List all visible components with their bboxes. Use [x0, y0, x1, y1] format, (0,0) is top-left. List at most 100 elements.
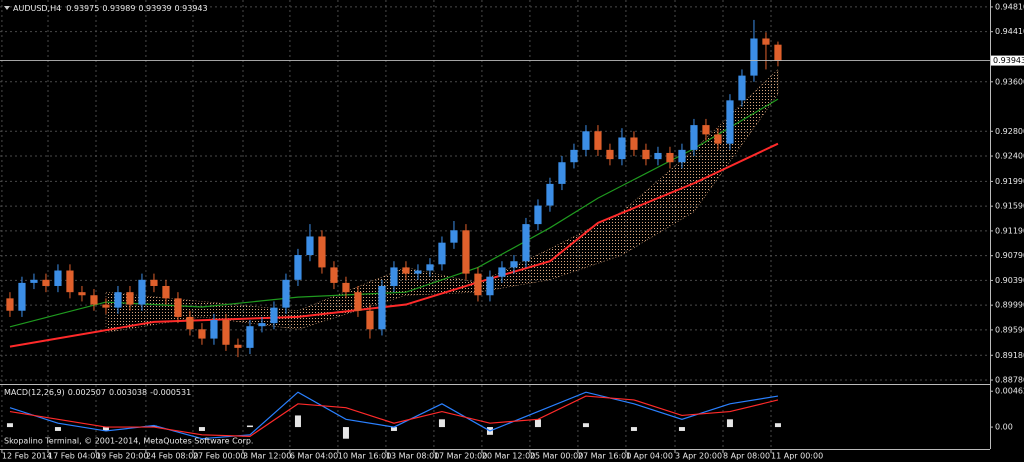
macd-histogram-bar	[678, 427, 685, 431]
candle-body	[246, 326, 254, 348]
macd-histogram-bar	[150, 425, 157, 428]
macd-histogram-bar	[774, 423, 781, 428]
candle-body	[30, 279, 38, 283]
macd-header: MACD(12,26,9) 0.002507 0.003038 -0.000531	[4, 388, 191, 397]
candle-body	[174, 298, 182, 317]
candle-body	[330, 267, 338, 283]
x-tick-label: 19 Feb 20:00	[96, 452, 148, 461]
candle-body	[630, 137, 638, 150]
candle-body	[714, 134, 722, 144]
macd-histogram-bar	[390, 427, 397, 431]
candle-body	[546, 183, 554, 206]
candle-body	[702, 125, 710, 135]
copyright: Skopalino Terminal, © 2001-2014, MetaQuo…	[4, 437, 253, 446]
x-tick-label: 6 Mar 04:00	[290, 452, 338, 461]
macd-histogram-bar	[6, 423, 13, 428]
plot	[0, 19, 990, 440]
candle-body	[258, 323, 266, 327]
candle-body	[78, 292, 86, 296]
candle-body	[42, 279, 50, 286]
candle-body	[126, 292, 134, 305]
x-tick-label: 3 Apr 20:00	[675, 452, 722, 461]
candle-body	[342, 282, 350, 293]
macd-histogram-bar	[294, 415, 301, 428]
macd-signal-line	[9, 395, 779, 437]
candle-body	[402, 267, 410, 274]
x-tick-label: 24 Feb 08:00	[146, 452, 198, 461]
candle-body	[390, 267, 398, 286]
candle-body	[486, 276, 494, 296]
macd-histogram-bar	[630, 427, 637, 431]
x-tick-label: 1 Apr 04:00	[626, 452, 673, 461]
candle-body	[354, 292, 362, 311]
candle-body	[558, 162, 566, 184]
candle-body	[582, 131, 590, 150]
candle-body	[510, 261, 518, 268]
x-tick-label: 10 Mar 16:00	[338, 452, 391, 461]
candle-body	[318, 236, 326, 268]
candle-body	[222, 320, 230, 345]
candle-body	[366, 310, 374, 330]
macd-title: MACD(12,26,9)	[4, 388, 65, 397]
candle-body	[426, 264, 434, 271]
candle-body	[450, 230, 458, 243]
candle-body	[114, 292, 122, 308]
macd-value: -0.000531	[150, 388, 191, 397]
macd-y-tick-label: 0.004626	[995, 387, 1024, 396]
candle-body	[210, 320, 218, 339]
candle-body	[18, 282, 26, 311]
x-tick-label: 13 Mar 08:00	[386, 452, 439, 461]
last-price-label: 0.93943	[993, 56, 1024, 65]
x-tick-label: 27 Mar 16:00	[578, 452, 631, 461]
header-value: 0.93975	[66, 4, 99, 13]
candle-body	[666, 152, 674, 163]
candle-body	[726, 100, 734, 144]
x-tick-label: 17 Mar 20:00	[434, 452, 487, 461]
candle-body	[54, 270, 62, 286]
macd-histogram-bar	[534, 419, 541, 428]
symbol: AUDUSD,H4	[13, 4, 61, 13]
candle-body	[594, 131, 602, 150]
macd-histogram-bar	[342, 427, 349, 439]
candle-body	[738, 75, 746, 101]
candle-body	[138, 279, 146, 305]
x-tick-label: 3 Mar 12:00	[243, 452, 291, 461]
candle-body	[750, 38, 758, 76]
candle-body	[198, 329, 206, 339]
header-value: 0.93943	[175, 4, 208, 13]
macd-histogram-bar	[438, 419, 445, 428]
macd-histogram-bar	[246, 425, 253, 428]
x-tick-label: 12 Feb 2014	[2, 452, 52, 461]
x-tick-label: 27 Feb 00:00	[193, 452, 245, 461]
ma-fast	[9, 98, 779, 328]
candle-body	[522, 224, 530, 262]
candle-body	[774, 44, 782, 61]
macd-value: 0.003038	[109, 388, 147, 397]
candle-body	[6, 298, 14, 311]
macd-y-tick-label: 0.00	[995, 423, 1013, 432]
candle-body	[162, 285, 170, 299]
candle-body	[678, 149, 686, 163]
macd-histogram-bar	[198, 427, 205, 431]
candle-body	[414, 270, 422, 274]
candle-body	[498, 267, 506, 277]
candle-body	[294, 255, 302, 280]
candle-body	[282, 279, 290, 308]
menu-arrow[interactable]	[4, 6, 10, 10]
x-tick-label: 11 Apr 00:00	[771, 452, 823, 461]
candle-body	[642, 149, 650, 160]
candle-body	[186, 316, 194, 330]
candle-body	[306, 236, 314, 256]
candle-body	[378, 285, 386, 330]
macd-histogram-bar	[582, 423, 589, 428]
